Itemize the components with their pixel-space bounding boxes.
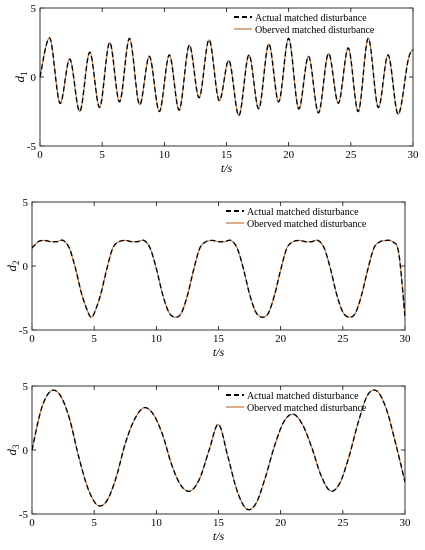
panel-3-y-tick-label: -5 — [19, 509, 29, 521]
panel-2-series-observed-line — [31, 239, 406, 318]
panel-1-y-tick-label: 5 — [31, 3, 37, 15]
panel-2-legend-entry: Actual matched disturbance — [247, 207, 359, 218]
panel-3-x-axis-label: t/s — [213, 529, 225, 543]
panel-3-x-tick-label: 0 — [29, 517, 35, 529]
panel-3-x-tick-label: 5 — [91, 517, 97, 529]
panel-1-x-tick-label: 5 — [99, 149, 105, 161]
panel-3-y-tick-label: 0 — [23, 445, 29, 457]
panel-1-x-tick-label: 15 — [221, 149, 233, 161]
panel-1-y-axis-label: d1 — [12, 72, 29, 83]
panel-3-legend-entry: Actual matched disturbance — [247, 391, 359, 402]
panel-2-x-tick-label: 0 — [29, 333, 35, 345]
panel-1-x-tick-label: 25 — [345, 149, 357, 161]
panel-3-x-tick-label: 10 — [151, 517, 163, 529]
panel-1-y-tick-label: 0 — [31, 72, 37, 84]
panel-1-x-tick-label: 0 — [37, 149, 43, 161]
panel-2-series-actual-line — [31, 239, 406, 318]
panel-1-legend-entry: Oberved matched disturbance — [255, 25, 375, 36]
panel-3-legend-entry: Oberved matched disturbance — [247, 403, 367, 414]
panel-3-y-tick-label: 5 — [23, 381, 29, 393]
panel-2-x-tick-label: 5 — [91, 333, 97, 345]
panel-2-y-axis-label: d2 — [4, 261, 21, 272]
panel-1-series-actual-line — [39, 37, 414, 117]
panel-1-x-tick-label: 30 — [408, 149, 420, 161]
panel-3-x-tick-label: 20 — [275, 517, 287, 529]
panel-3-x-tick-label: 15 — [213, 517, 225, 529]
panel-1-series-observed-line — [39, 37, 414, 117]
panel-3-series-actual-line — [31, 389, 406, 511]
panel-2-y-tick-label: 0 — [23, 261, 29, 273]
panel-2-x-tick-label: 15 — [213, 333, 225, 345]
panel-1-legend-entry: Actual matched disturbance — [255, 13, 367, 24]
panel-3-y-axis-label: d3 — [4, 444, 21, 456]
panel-2-x-tick-label: 10 — [151, 333, 163, 345]
panel-1-x-axis-label: t/s — [221, 161, 233, 175]
panel-3-x-tick-label: 30 — [400, 517, 412, 529]
panel-2-legend-entry: Oberved matched disturbance — [247, 219, 367, 230]
panel-1-y-tick-label: -5 — [27, 141, 37, 153]
panel-1-x-tick-label: 20 — [283, 149, 295, 161]
panel-2-x-axis-label: t/s — [213, 345, 225, 359]
panel-3-x-tick-label: 25 — [337, 517, 349, 529]
panel-2-x-tick-label: 20 — [275, 333, 287, 345]
panel-1-x-tick-label: 10 — [159, 149, 171, 161]
panel-2-y-tick-label: 5 — [23, 197, 29, 209]
panel-2-x-tick-label: 30 — [400, 333, 412, 345]
panel-2-y-tick-label: -5 — [19, 325, 29, 337]
panel-2-x-tick-label: 25 — [337, 333, 349, 345]
